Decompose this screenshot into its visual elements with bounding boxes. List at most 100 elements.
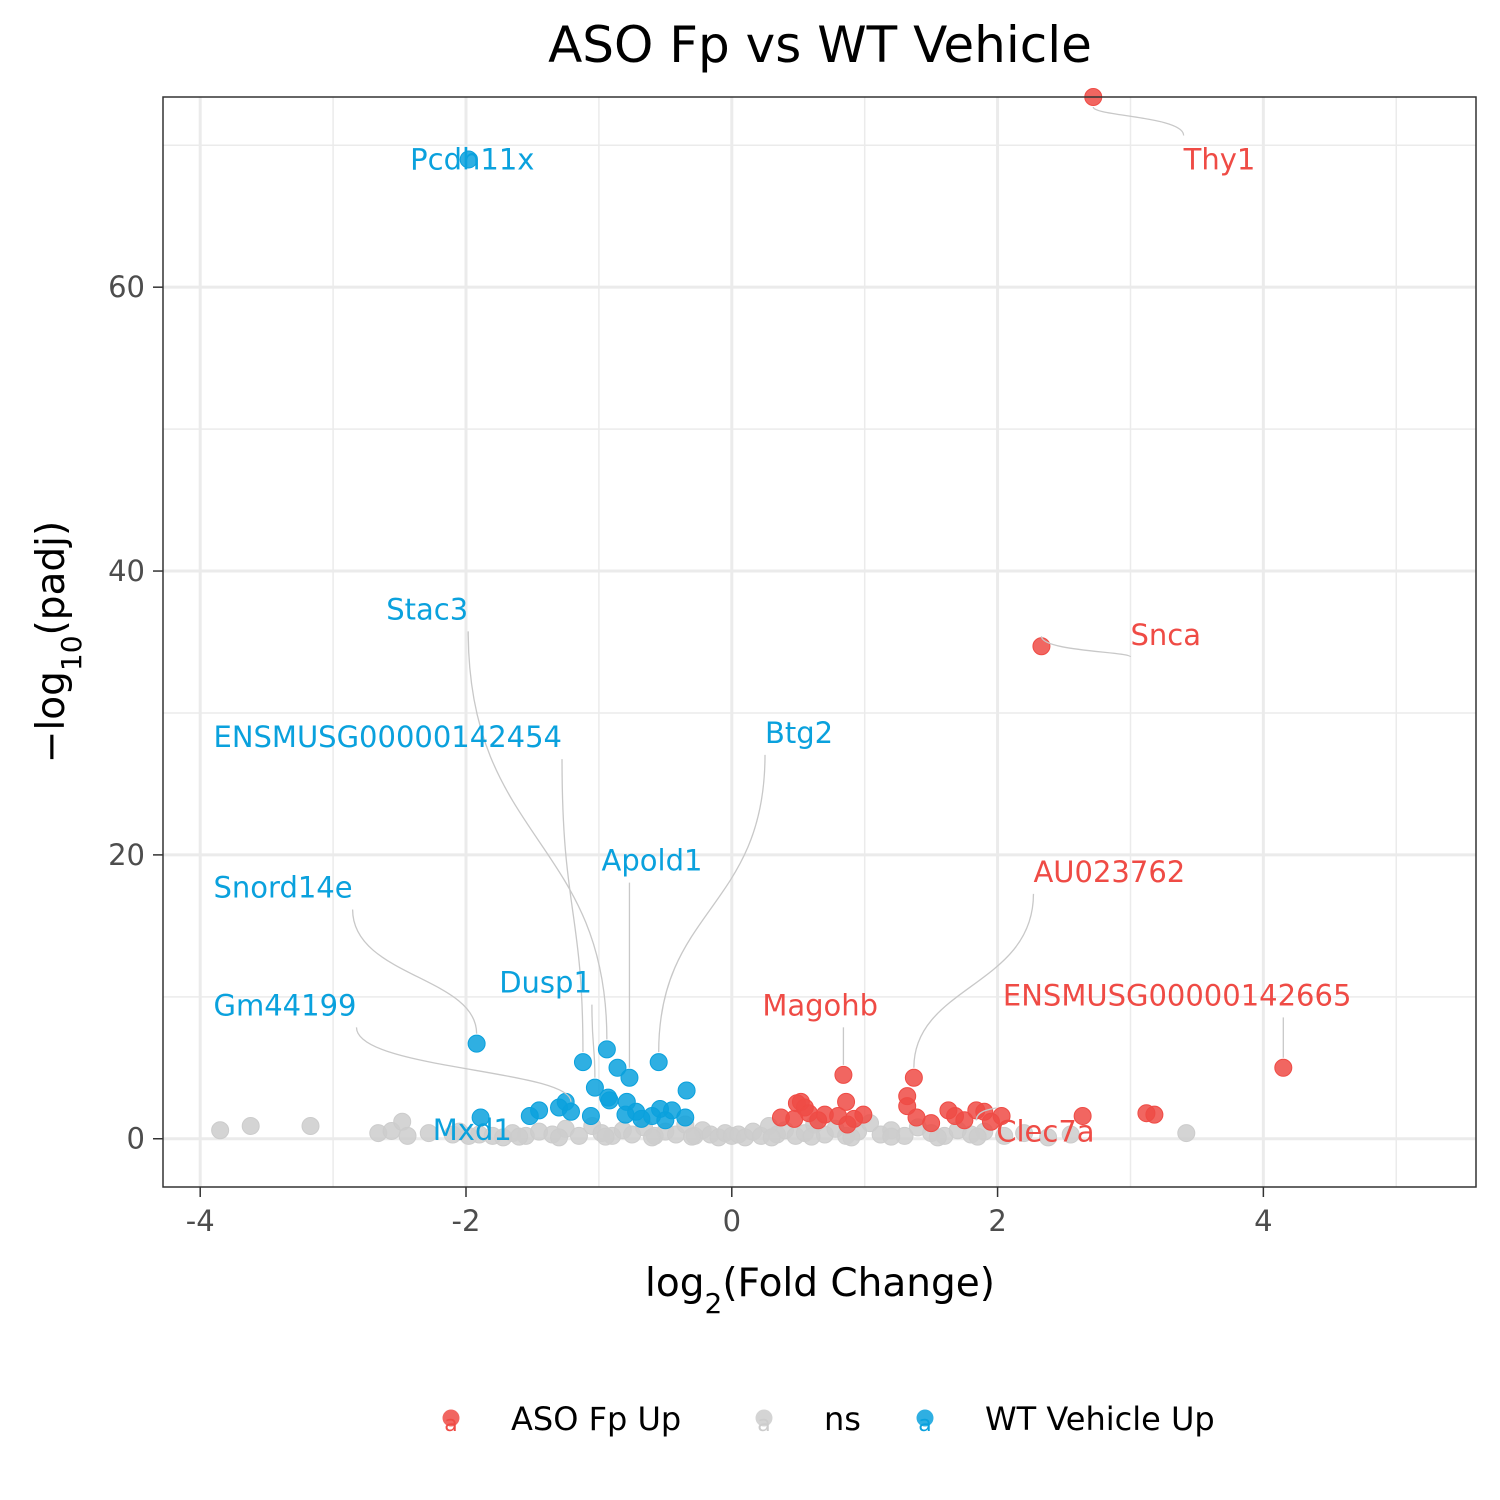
data-point: [1274, 1058, 1293, 1077]
data-point: [995, 1126, 1014, 1145]
legend-label: ASO Fp Up: [511, 1400, 681, 1438]
legend-key-point: [755, 1409, 773, 1427]
y-tick-label: 20: [108, 838, 145, 872]
data-point: [676, 1108, 695, 1127]
gene-label: Btg2: [765, 716, 833, 750]
data-point: [550, 1128, 569, 1147]
data-point: [467, 1034, 486, 1053]
y-axis-title-rest: (padj): [29, 521, 74, 636]
data-point: [632, 1109, 651, 1128]
data-point: [677, 1081, 696, 1100]
data-point: [1032, 637, 1051, 656]
y-tick-label: 0: [127, 1122, 145, 1156]
legend-label: ns: [824, 1400, 861, 1438]
data-point: [585, 1078, 604, 1097]
label-leader-line: [1040, 635, 1132, 658]
data-point: [520, 1107, 539, 1126]
data-point: [656, 1111, 675, 1130]
gene-label: Stac3: [386, 592, 468, 626]
data-point: [616, 1105, 635, 1124]
gene-label: Pcdh11x: [410, 142, 534, 176]
data-points: [211, 88, 1293, 1147]
y-axis-title: −log10(padj): [29, 521, 88, 763]
gene-label: Gm44199: [214, 988, 357, 1022]
x-tick-label: -4: [186, 1204, 215, 1238]
label-leader-line: [975, 1107, 997, 1121]
data-point: [649, 1053, 668, 1072]
gene-labels: Thy1 Pcdh11x Snca Stac3 ENSMUSG00000142454 Bt…: [214, 142, 1352, 1148]
data-point: [1015, 1124, 1034, 1143]
legend: a ASO Fp Up a ns a WT Vehicle Up: [442, 1400, 1215, 1438]
data-point: [922, 1114, 941, 1133]
data-point: [785, 1109, 804, 1128]
data-point: [573, 1053, 592, 1072]
gene-label: AU023762: [1033, 855, 1185, 889]
x-tick-label: 4: [1254, 1204, 1272, 1238]
data-point: [838, 1115, 857, 1134]
gene-label: Snord14e: [214, 871, 353, 905]
label-leader-lines: [351, 106, 1284, 1121]
chart-title: ASO Fp vs WT Vehicle: [548, 16, 1092, 74]
data-point: [682, 1127, 701, 1146]
data-point: [981, 1112, 1000, 1131]
data-point: [597, 1040, 616, 1059]
gene-label: Snca: [1130, 618, 1201, 652]
label-leader-line: [913, 893, 1035, 1068]
y-axis: 0 20 40 60: [108, 270, 163, 1156]
gene-label: Apold1: [602, 844, 703, 878]
x-tick-label: -2: [452, 1204, 481, 1238]
x-tick-label: 0: [723, 1204, 741, 1238]
legend-label: WT Vehicle Up: [985, 1400, 1215, 1438]
data-point: [561, 1102, 580, 1121]
label-leader-line: [351, 909, 478, 1034]
data-point: [837, 1092, 856, 1111]
y-tick-label: 60: [108, 270, 145, 304]
data-point: [459, 1126, 478, 1145]
x-axis-title-prefix: log: [645, 1261, 704, 1306]
y-axis-title-prefix: −log: [29, 671, 74, 763]
label-leader-line: [561, 759, 584, 1053]
gene-label: ENSMUSG00000142665: [1003, 978, 1352, 1012]
label-leader-line: [658, 754, 766, 1053]
x-tick-label: 2: [988, 1204, 1006, 1238]
y-axis-title-subscript: 10: [55, 635, 88, 671]
data-point: [600, 1091, 619, 1110]
gene-label: ENSMUSG00000142454: [214, 720, 563, 754]
legend-key-point: [916, 1409, 934, 1427]
x-axis-title: log2(Fold Change): [645, 1261, 995, 1320]
gene-label: Dusp1: [499, 966, 592, 1000]
data-point: [955, 1111, 974, 1130]
data-point: [581, 1107, 600, 1126]
data-point: [301, 1116, 320, 1135]
label-leader-line: [467, 631, 608, 1040]
data-point: [596, 1127, 615, 1146]
plot-panel-border: [162, 96, 1477, 1188]
gene-label: Magohb: [762, 988, 878, 1022]
data-point: [471, 1108, 490, 1127]
legend-key-text: a: [918, 1412, 931, 1437]
data-point: [968, 1127, 987, 1146]
data-point: [1177, 1124, 1196, 1143]
data-point: [1039, 1128, 1058, 1147]
y-tick-label: 40: [108, 554, 145, 588]
legend-key-text: a: [757, 1412, 770, 1437]
label-leader-line: [355, 1027, 572, 1102]
data-point: [882, 1127, 901, 1146]
label-leader-line: [1092, 106, 1185, 136]
data-point: [459, 150, 478, 169]
data-point: [834, 1065, 853, 1084]
data-point: [1145, 1105, 1164, 1124]
gene-label: Clec7a: [996, 1115, 1094, 1149]
data-point: [620, 1068, 639, 1087]
data-point: [1073, 1107, 1092, 1126]
x-axis-title-rest: (Fold Change): [722, 1261, 995, 1306]
data-point: [608, 1058, 627, 1077]
data-point: [802, 1127, 821, 1146]
data-point: [569, 1126, 588, 1145]
data-point: [241, 1116, 260, 1135]
data-point: [643, 1128, 662, 1147]
legend-key-text: a: [444, 1412, 457, 1437]
data-point: [904, 1068, 923, 1087]
